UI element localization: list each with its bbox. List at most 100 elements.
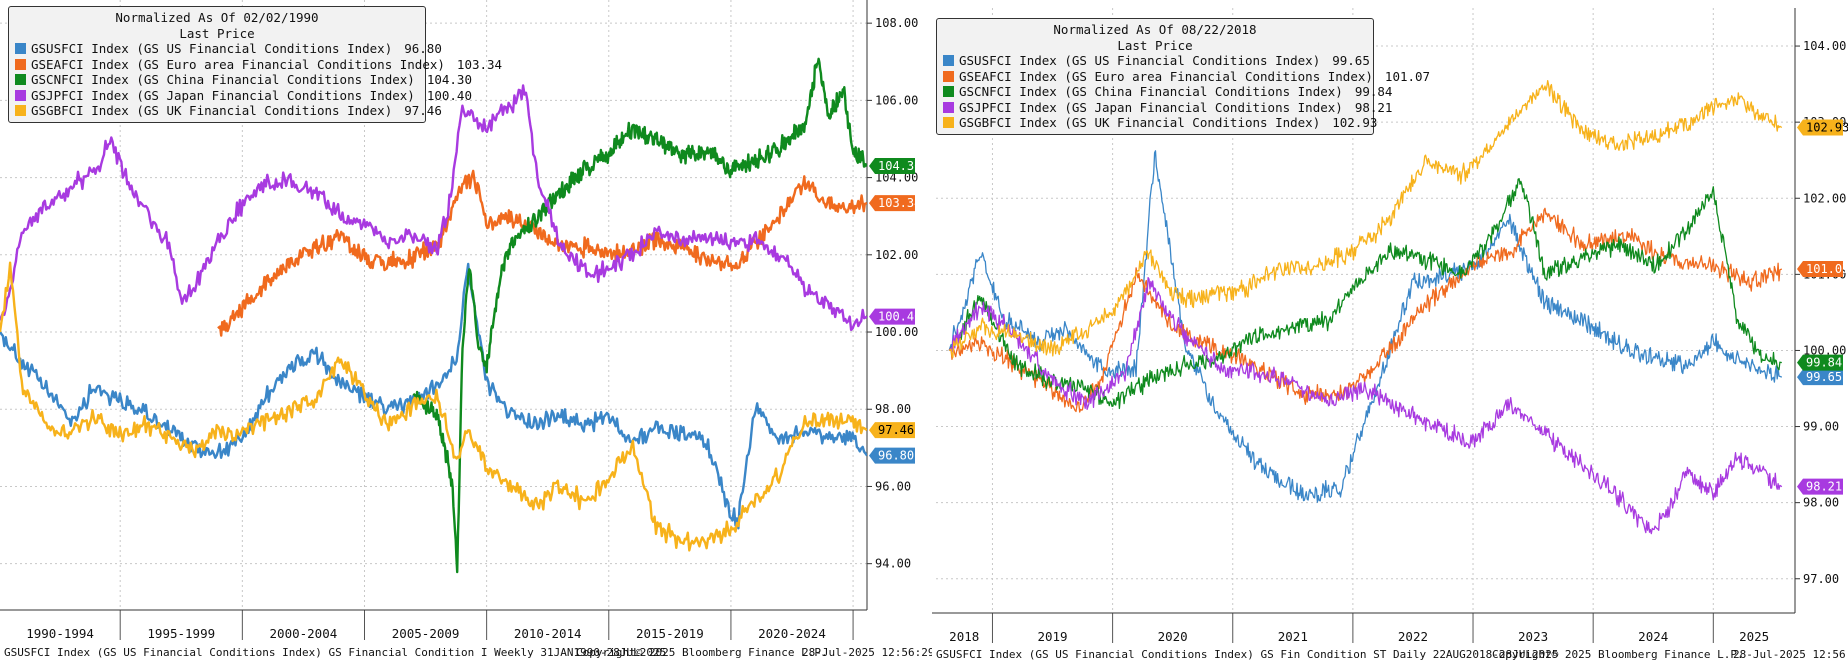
legend-series-name: GSCNFCI Index (GS China Financial Condit… <box>31 72 415 87</box>
last-value-tag: 99.84 <box>1797 354 1843 371</box>
legend-swatch <box>15 89 26 101</box>
last-value-tag: 98.21 <box>1797 478 1843 495</box>
legend-last-value: 103.34 <box>456 56 503 72</box>
series-line <box>0 262 867 530</box>
legend-last-value: 102.93 <box>1332 115 1378 130</box>
series-line <box>0 261 867 552</box>
y-tick-label: 100.00 <box>1803 343 1846 357</box>
legend-swatch <box>15 105 26 117</box>
y-tick-label: 98.00 <box>1803 496 1839 510</box>
y-tick-label: 99.00 <box>1803 420 1839 434</box>
last-value-label: 98.21 <box>1806 480 1842 494</box>
y-tick-label: 104.00 <box>875 171 918 185</box>
legend-swatch <box>943 86 954 98</box>
legend-item: GSEAFCI Index (GS Euro area Financial Co… <box>15 57 502 73</box>
x-tick-label: 2020-2024 <box>758 626 826 641</box>
legend-box-right: Normalized As Of 08/22/2018 Last Price G… <box>936 18 1430 135</box>
legend-last-value: 104.30 <box>426 72 472 87</box>
last-value-label: 101.07 <box>1806 262 1848 276</box>
legend-series-name: GSUSFCI Index (GS US Financial Condition… <box>31 41 393 56</box>
y-tick-label: 108.00 <box>875 16 918 30</box>
last-value-label: 99.84 <box>1806 356 1842 370</box>
legend-item: GSEAFCI Index (GS Euro area Financial Co… <box>943 69 1430 85</box>
legend-series-name: GSGBFCI Index (GS UK Financial Condition… <box>31 103 393 118</box>
legend-swatch <box>15 58 26 70</box>
legend-item: GSCNFCI Index (GS China Financial Condit… <box>15 72 472 88</box>
legend-series-name: GSEAFCI Index (GS Euro area Financial Co… <box>959 68 1373 84</box>
legend-item: GSUSFCI Index (GS US Financial Condition… <box>15 41 442 57</box>
legend-series-name: GSJPFCI Index (GS Japan Financial Condit… <box>31 87 415 103</box>
legend-last-value: 98.21 <box>1354 99 1393 115</box>
legend-swatch <box>943 117 954 129</box>
footer-source: GSUSFCI Index (GS US Financial Condition… <box>4 646 667 659</box>
x-tick-label: 2024 <box>1638 629 1668 644</box>
last-value-tag: 96.80 <box>869 447 915 464</box>
last-value-tag: 99.65 <box>1797 369 1843 386</box>
last-value-label: 103.34 <box>878 196 920 210</box>
x-tick-label: 1990-1994 <box>26 626 94 641</box>
legend-last-value: 97.46 <box>404 103 442 118</box>
last-value-label: 102.93 <box>1806 120 1848 134</box>
y-tick-label: 104.00 <box>1803 39 1846 53</box>
last-value-tag: 103.34 <box>869 195 920 212</box>
legend-title: Normalized As Of 08/22/2018 <box>1053 22 1257 37</box>
legend-last-value: 100.40 <box>426 87 472 103</box>
last-value-tag: 101.07 <box>1797 261 1848 278</box>
y-tick-label: 102.00 <box>875 248 918 262</box>
last-value-label: 96.80 <box>878 449 914 463</box>
legend-swatch <box>15 74 26 86</box>
legend-subtitle: Last Price <box>179 25 255 41</box>
last-value-tag: 97.46 <box>869 422 915 439</box>
x-tick-label: 2022 <box>1398 629 1428 644</box>
chart-panel-right: 97.0098.0099.00100.00101.00102.00103.001… <box>932 0 1848 664</box>
legend-series-name: GSGBFCI Index (GS UK Financial Condition… <box>959 115 1321 130</box>
legend-swatch <box>943 55 954 67</box>
series-line <box>948 79 1783 358</box>
y-tick-label: 100.00 <box>875 325 918 339</box>
x-tick-label: 2018 <box>949 629 979 644</box>
last-value-label: 104.30 <box>878 159 920 173</box>
legend-box-left: Normalized As Of 02/02/1990 Last Price G… <box>8 6 502 123</box>
x-tick-label: 2005-2009 <box>392 626 460 641</box>
series-line <box>948 150 1783 503</box>
last-value-tag: 100.40 <box>869 308 920 325</box>
legend-item: GSGBFCI Index (GS UK Financial Condition… <box>15 103 442 119</box>
x-tick-label: 2015-2019 <box>636 626 704 641</box>
y-tick-label: 102.00 <box>1803 191 1846 205</box>
footer-source: GSUSFCI Index (GS US Financial Condition… <box>936 648 1559 661</box>
x-tick-label: 2025 <box>1739 629 1769 644</box>
y-tick-label: 106.00 <box>875 93 918 107</box>
last-value-label: 99.65 <box>1806 370 1842 384</box>
series-line <box>412 57 867 574</box>
legend-series-name: GSUSFCI Index (GS US Financial Condition… <box>959 53 1321 68</box>
series-line <box>948 207 1783 413</box>
legend-item: GSCNFCI Index (GS China Financial Condit… <box>943 84 1392 100</box>
legend-item: GSGBFCI Index (GS UK Financial Condition… <box>943 115 1377 131</box>
legend-item: GSJPFCI Index (GS Japan Financial Condit… <box>15 88 472 104</box>
legend-item: GSUSFCI Index (GS US Financial Condition… <box>943 53 1370 69</box>
y-tick-label: 98.00 <box>875 402 911 416</box>
footer-copyright: Copyright© 2025 Bloomberg Finance L.P. <box>576 646 828 659</box>
legend-series-name: GSEAFCI Index (GS Euro area Financial Co… <box>31 56 445 72</box>
series-line <box>948 178 1782 410</box>
legend-last-value: 99.84 <box>1354 84 1393 99</box>
last-value-label: 97.46 <box>878 423 914 437</box>
footer-timestamp: 28-Jul-2025 12:56:29 <box>802 646 935 659</box>
y-tick-label: 94.00 <box>875 557 911 571</box>
x-tick-label: 2023 <box>1518 629 1548 644</box>
legend-subtitle: Last Price <box>1117 37 1193 53</box>
x-tick-label: 2021 <box>1278 629 1308 644</box>
last-value-label: 100.40 <box>878 310 920 324</box>
legend-last-value: 96.80 <box>404 41 442 56</box>
x-tick-label: 2000-2004 <box>270 626 338 641</box>
y-tick-label: 96.00 <box>875 479 911 493</box>
legend-series-name: GSCNFCI Index (GS China Financial Condit… <box>959 84 1343 99</box>
chart-panel-left: 94.00 96.00 98.00 100.00 102.00 104.00 106.00 1… <box>0 0 934 664</box>
y-tick-label: 97.00 <box>1803 572 1839 586</box>
series-line <box>0 84 867 332</box>
last-value-tag: 102.93 <box>1797 119 1848 136</box>
legend-last-value: 101.07 <box>1384 68 1431 84</box>
last-value-tag: 104.30 <box>869 158 920 175</box>
x-tick-label: 2010-2014 <box>514 626 582 641</box>
footer-timestamp: 28-Jul-2025 12:56:13 <box>1733 648 1848 661</box>
